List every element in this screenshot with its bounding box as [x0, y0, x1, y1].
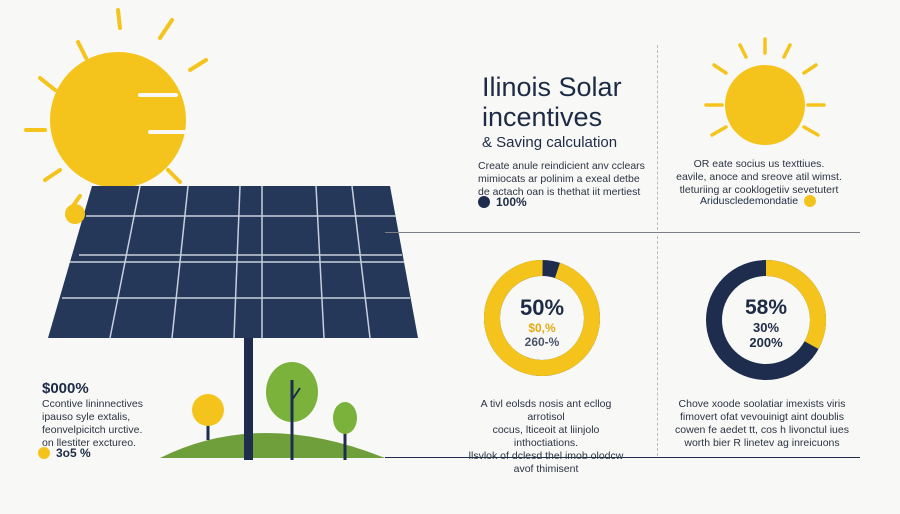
intro-text: Create anule reindicient anv cclears mim… [478, 160, 645, 198]
left-stat-text: Ccontive lininnectives ipauso syle extal… [42, 398, 143, 449]
grass-hill [160, 433, 385, 458]
sun-rays-icon [24, 8, 208, 212]
decor-dots [65, 204, 85, 224]
donut-1-caption: A tivl eolsds nosis ant ecllog arrotisol… [468, 398, 624, 475]
title-line-1: Ilinois Solar [482, 72, 622, 102]
divider-horizontal-bottom [385, 457, 860, 458]
donut-1-labels: 50% $0,% 260-% [502, 295, 582, 349]
divider-vertical-top [657, 45, 658, 230]
page-subtitle: & Saving calculation [482, 134, 618, 151]
divider-horizontal [385, 232, 860, 233]
panel-pole [244, 300, 253, 460]
small-sun-icon [704, 37, 826, 145]
divider-vertical-bottom [657, 236, 658, 456]
tree-icon [333, 402, 357, 460]
donut-2-line2: 30% [752, 320, 780, 335]
yellow-dot-icon [38, 447, 50, 459]
page-title: Ilinois Solar incentives [482, 72, 622, 132]
solar-illustration [24, 8, 418, 460]
navy-dot-icon [478, 196, 490, 208]
donut-2-caption: Chove xoode soolatiar imexists viris fim… [675, 398, 849, 449]
donut-1-percent: 50% [519, 295, 565, 320]
sun-icon [50, 52, 186, 188]
donut-2-line3: 200% [749, 335, 783, 350]
left-stat-badge: 3o5 % [38, 446, 91, 460]
donut-2-percent: 58% [744, 296, 788, 319]
intro-badge: 100% [478, 195, 527, 209]
donut-chart-1 [484, 260, 600, 376]
donut-1-line3: 260-% [524, 335, 560, 349]
donut-1-line2: $0,% [528, 321, 556, 335]
donut-2-fill [706, 260, 826, 380]
donut-1-fill [484, 260, 600, 376]
donut-2-labels: 58% 30% 200% [726, 296, 806, 350]
yellow-dot-icon [804, 195, 817, 207]
title-line-2: incentives [482, 102, 603, 132]
left-stat-headline: $000% [42, 380, 89, 397]
tree-icon [266, 362, 318, 460]
tree-icon [192, 394, 224, 440]
donut-chart-2 [706, 260, 826, 380]
top-right-badge: Ariduscledemondatie [700, 195, 817, 207]
top-right-text: OR eate socius us texttiues. eavile, ano… [676, 158, 842, 196]
